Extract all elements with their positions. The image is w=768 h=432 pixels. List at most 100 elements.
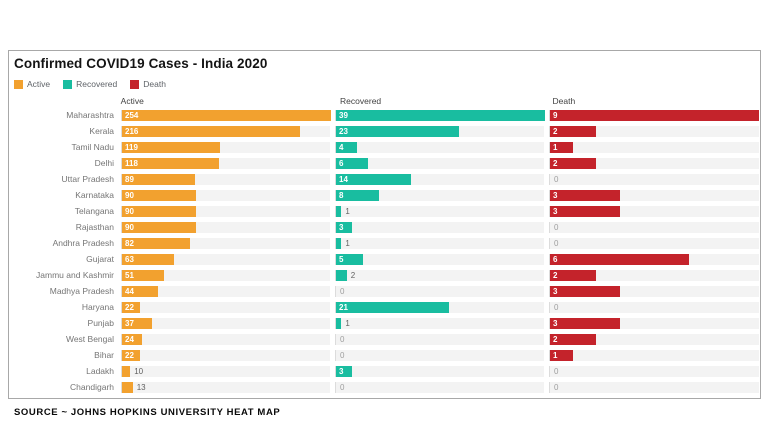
bar-value: 2 <box>553 334 558 344</box>
legend-label: Recovered <box>76 79 118 89</box>
table-row: West Bengal 24 0 2 <box>9 331 760 347</box>
active-bar <box>122 237 190 249</box>
death-bar-cell: 0 <box>549 221 759 233</box>
bar-value: 0 <box>554 302 559 312</box>
active-bar-cell: 22 <box>121 349 330 361</box>
bar-value: 90 <box>125 222 134 232</box>
death-swatch-icon <box>130 79 140 89</box>
recovered-bar-cell: 3 <box>335 365 544 377</box>
bar-value: 37 <box>125 318 134 328</box>
bar-value: 5 <box>339 254 344 264</box>
death-bar-cell: 2 <box>549 269 759 281</box>
recovered-bar <box>336 189 379 201</box>
active-bar <box>122 397 142 398</box>
bar-value: 6 <box>553 254 558 264</box>
table-row: Delhi 118 6 2 <box>9 155 760 171</box>
active-bar-cell: 51 <box>121 269 330 281</box>
bar-value: 23 <box>339 126 348 136</box>
active-bar <box>122 269 164 281</box>
chart-body: Maharashtra 254 39 9 Kerala 216 23 2 Tamil Nadu 1… <box>9 107 760 398</box>
table-row: Ladakh 10 3 0 <box>9 363 760 379</box>
bar-value: 90 <box>125 206 134 216</box>
legend-item-death: Death <box>130 79 166 89</box>
bar-value: 2 <box>553 126 558 136</box>
table-row: Kerala 216 23 2 <box>9 123 760 139</box>
bar-value: 0 <box>554 222 559 232</box>
recovered-bar-cell: 1 <box>335 317 544 329</box>
active-bar-cell: 90 <box>121 221 330 233</box>
recovered-bar <box>336 397 350 398</box>
bar-value: 44 <box>125 286 134 296</box>
table-row: Haryana 22 21 0 <box>9 299 760 315</box>
bar-value: 0 <box>554 366 559 376</box>
table-row: Rajasthan 90 3 0 <box>9 219 760 235</box>
death-bar-cell <box>549 397 759 398</box>
table-row: Bihar 22 0 1 <box>9 347 760 363</box>
death-bar-cell: 3 <box>549 205 759 217</box>
recovered-bar-cell: 39 <box>335 109 545 121</box>
bar-value: 118 <box>125 158 138 168</box>
recovered-bar <box>336 221 353 233</box>
recovered-bar-cell: 5 <box>335 253 544 265</box>
table-row: Chandigarh 13 0 0 <box>9 379 760 395</box>
active-bar-cell: 63 <box>121 253 330 265</box>
legend: Active Recovered Death <box>14 79 760 89</box>
state-label: Jammu and Kashmir <box>36 270 114 280</box>
death-bar-cell: 0 <box>549 237 759 249</box>
state-label: Rajasthan <box>75 222 114 232</box>
recovered-bar-cell: 3 <box>335 221 544 233</box>
column-header-death: Death <box>552 96 576 106</box>
source-note: SOURCE ~ JOHNS HOPKINS UNIVERSITY HEAT M… <box>14 407 281 418</box>
death-bar <box>550 189 620 201</box>
active-bar-cell: 22 <box>121 301 330 313</box>
active-bar <box>122 349 141 361</box>
bar-value: 2 <box>553 158 558 168</box>
column-header-active: Active <box>120 96 144 106</box>
bar-value: 1 <box>553 350 558 360</box>
bar-value: 3 <box>339 222 344 232</box>
bar-value: 22 <box>125 302 134 312</box>
recovered-bar-cell: 8 <box>335 189 544 201</box>
recovered-bar-cell: 1 <box>335 205 544 217</box>
active-bar <box>122 205 197 217</box>
table-row: Punjab 37 1 3 <box>9 315 760 331</box>
recovered-bar <box>336 253 363 265</box>
death-bar-cell: 6 <box>549 253 759 265</box>
recovered-swatch-icon <box>63 79 73 89</box>
state-label: Telangana <box>74 206 114 216</box>
active-swatch-icon <box>14 79 23 89</box>
bar-value: 3 <box>553 206 558 216</box>
state-label: Tamil Nadu <box>71 142 114 152</box>
death-bar-cell: 1 <box>549 141 759 153</box>
bar-value: 89 <box>125 174 134 184</box>
active-bar <box>122 221 197 233</box>
table-row: Uttar Pradesh 89 14 0 <box>9 171 760 187</box>
state-label: Chandigarh <box>70 382 114 392</box>
bar-value: 6 <box>339 158 344 168</box>
bar-value: 0 <box>340 286 345 296</box>
legend-item-active: Active <box>14 79 50 89</box>
legend-label: Active <box>27 79 51 89</box>
death-bar-cell: 0 <box>549 381 759 393</box>
recovered-bar-cell: 2 <box>335 269 544 281</box>
chart-title: Confirmed COVID19 Cases - India 2020 <box>14 56 268 71</box>
state-label: Andhra Pradesh <box>52 238 114 248</box>
state-label: Delhi <box>94 158 114 168</box>
bar-value: 10 <box>134 366 144 376</box>
bar-value: 63 <box>125 254 134 264</box>
active-bar <box>122 125 300 137</box>
active-bar-cell: 37 <box>121 317 330 329</box>
death-bar <box>550 333 597 345</box>
active-bar-cell: 216 <box>121 125 330 137</box>
death-bar <box>550 205 620 217</box>
active-bar-cell <box>121 397 330 398</box>
death-bar <box>550 285 620 297</box>
bar-value: 0 <box>340 382 345 392</box>
report-card: Confirmed COVID19 Cases - India 2020 Act… <box>8 50 761 399</box>
table-row: Maharashtra 254 39 9 <box>9 107 760 123</box>
recovered-bar <box>336 141 358 153</box>
bar-value: 24 <box>125 334 134 344</box>
state-label: Karnataka <box>75 190 114 200</box>
death-bar-cell: 2 <box>549 125 759 137</box>
recovered-bar-cell: 14 <box>335 173 544 185</box>
